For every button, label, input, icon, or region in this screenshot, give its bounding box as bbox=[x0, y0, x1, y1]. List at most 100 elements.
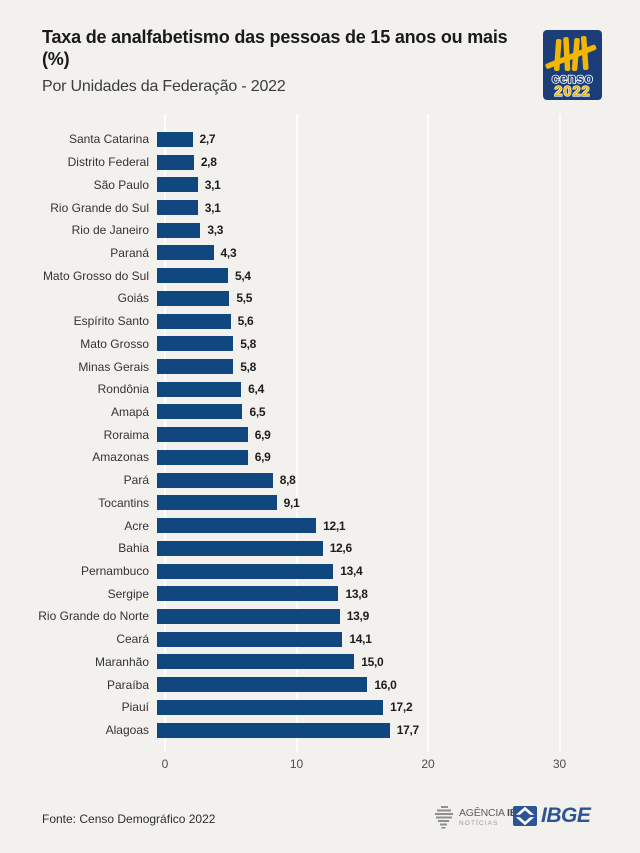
bar-label: Minas Gerais bbox=[78, 359, 149, 374]
bar bbox=[157, 563, 334, 579]
bar-row: Amapá 6,5 bbox=[0, 401, 640, 424]
bar-row: Mato Grosso do Sul 5,4 bbox=[0, 264, 640, 287]
bar-label: Amazonas bbox=[92, 450, 149, 465]
bar-row: Paraná 4,3 bbox=[0, 242, 640, 265]
bar-label: Rio de Janeiro bbox=[71, 223, 149, 238]
bar-label: Santa Catarina bbox=[68, 132, 149, 147]
bar-label: Bahia bbox=[118, 541, 149, 556]
ibge-wordmark: IBGE bbox=[541, 804, 591, 827]
bar-value: 4,3 bbox=[220, 245, 237, 260]
bar-label: Alagoas bbox=[105, 723, 149, 738]
gridline bbox=[295, 114, 298, 752]
chart-subtitle: Por Unidades da Federação - 2022 bbox=[42, 78, 286, 96]
bar-row: Rio Grande do Sul 3,1 bbox=[0, 196, 640, 219]
bar-value: 12,1 bbox=[323, 518, 346, 533]
bar bbox=[157, 540, 323, 556]
bar-row: Maranhão 15,0 bbox=[0, 651, 640, 674]
bar-value: 6,5 bbox=[249, 404, 266, 419]
bar-chart: 0 10 20 30 Santa Catarina 2,7 Distrito Fede… bbox=[0, 114, 640, 771]
bar-row: Amazonas 6,9 bbox=[0, 446, 640, 469]
bar-label: Pará bbox=[123, 473, 149, 488]
bar bbox=[157, 472, 273, 488]
bar-value: 6,9 bbox=[254, 427, 271, 442]
bar bbox=[157, 631, 343, 647]
bar-label: Espírito Santo bbox=[73, 314, 149, 329]
bar-label: Paraíba bbox=[106, 677, 149, 692]
bar bbox=[157, 722, 390, 738]
censo-tally-icon: censo 2022 bbox=[545, 36, 597, 100]
bar-value: 16,0 bbox=[374, 677, 397, 692]
bar-row: Piauí 17,2 bbox=[0, 696, 640, 719]
bar-label: Mato Grosso do Sul bbox=[42, 268, 149, 283]
bar-value: 13,4 bbox=[340, 564, 363, 579]
bar-row: Roraima 6,9 bbox=[0, 423, 640, 446]
chart-title: Taxa de analfabetismo das pessoas de 15 … bbox=[42, 27, 508, 69]
bar-label: Pernambuco bbox=[80, 564, 149, 579]
bar-value: 5,4 bbox=[235, 268, 251, 283]
bar-row: Bahia 12,6 bbox=[0, 537, 640, 560]
bar-value: 17,7 bbox=[396, 723, 419, 738]
x-tick-label: 10 bbox=[289, 757, 304, 771]
bar bbox=[157, 313, 231, 329]
bar-label: Tocantins bbox=[98, 495, 149, 510]
bar bbox=[157, 268, 228, 284]
bar-row: Distrito Federal 2,8 bbox=[0, 151, 640, 174]
bar-label: Paraná bbox=[110, 245, 149, 260]
bar bbox=[157, 336, 234, 352]
svg-text:2022: 2022 bbox=[554, 84, 590, 100]
bar-value: 13,9 bbox=[346, 609, 369, 624]
bar-value: 12,6 bbox=[329, 541, 352, 556]
bar bbox=[157, 518, 317, 534]
gridline bbox=[427, 114, 429, 752]
bar bbox=[157, 586, 339, 602]
bar-row: Acre 12,1 bbox=[0, 514, 640, 537]
bar-label: Maranhão bbox=[94, 654, 149, 669]
bar-row: Minas Gerais 5,8 bbox=[0, 355, 640, 378]
bar-value: 9,1 bbox=[283, 495, 300, 510]
bar-row: Pernambuco 13,4 bbox=[0, 560, 640, 583]
ibge-diamond-icon bbox=[513, 806, 537, 826]
bar-label: Distrito Federal bbox=[67, 155, 149, 170]
x-tick-label: 0 bbox=[161, 757, 169, 771]
bar bbox=[157, 608, 340, 624]
bar-row: Goiás 5,5 bbox=[0, 287, 640, 310]
bar bbox=[157, 381, 242, 397]
bar-row: Ceará 14,1 bbox=[0, 628, 640, 651]
bar bbox=[157, 654, 355, 670]
brazil-map-icon bbox=[435, 806, 453, 829]
ibge-logo: IBGE bbox=[513, 804, 591, 828]
bar bbox=[157, 427, 248, 443]
bar bbox=[157, 404, 243, 420]
bar-label: Rio Grande do Sul bbox=[50, 200, 149, 215]
bar-label: Sergipe bbox=[107, 586, 149, 601]
bar-value: 5,8 bbox=[240, 359, 257, 374]
agencia-noticias-label: NOTÍCIAS bbox=[459, 820, 499, 827]
bar-row: Sergipe 13,8 bbox=[0, 582, 640, 605]
bar bbox=[157, 449, 248, 465]
bar-row: Tocantins 9,1 bbox=[0, 492, 640, 515]
bar-rows: Santa Catarina 2,7 Distrito Federal 2,8 … bbox=[0, 128, 640, 741]
bar bbox=[157, 131, 193, 147]
bar-row: São Paulo 3,1 bbox=[0, 173, 640, 196]
bar bbox=[157, 200, 198, 216]
bar-label: Mato Grosso bbox=[80, 336, 149, 351]
bar-row: Paraíba 16,0 bbox=[0, 673, 640, 696]
x-tick-label: 30 bbox=[552, 757, 567, 771]
chart-header: Taxa de analfabetismo das pessoas de 15 … bbox=[42, 27, 522, 96]
bar-label: Amapá bbox=[110, 404, 149, 419]
bar-value: 5,8 bbox=[240, 336, 257, 351]
bar-value: 14,1 bbox=[349, 632, 372, 647]
source-note: Fonte: Censo Demográfico 2022 bbox=[42, 812, 216, 826]
bar bbox=[157, 177, 198, 193]
bar-row: Rondônia 6,4 bbox=[0, 378, 640, 401]
bar bbox=[157, 154, 194, 170]
bar bbox=[157, 677, 368, 693]
bar bbox=[157, 290, 230, 306]
bar bbox=[157, 699, 384, 715]
bar-value: 3,1 bbox=[204, 200, 221, 215]
bar-value: 17,2 bbox=[390, 700, 413, 715]
bar-value: 3,3 bbox=[207, 223, 224, 238]
gridline bbox=[558, 114, 561, 752]
bar-label: São Paulo bbox=[93, 177, 149, 192]
x-tick-label: 20 bbox=[421, 757, 435, 771]
